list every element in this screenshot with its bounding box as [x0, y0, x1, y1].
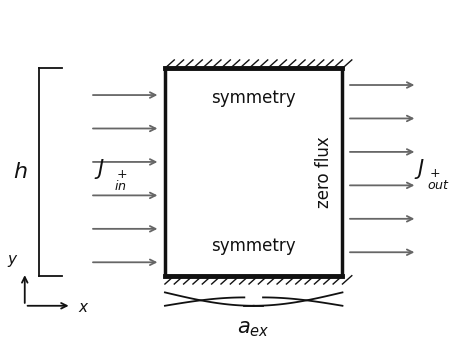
- Text: $^+_{out}$: $^+_{out}$: [427, 168, 450, 193]
- Text: $y$: $y$: [7, 253, 19, 269]
- Text: $h$: $h$: [13, 162, 27, 182]
- Bar: [165, 276, 343, 284]
- Text: $J$: $J$: [414, 157, 425, 181]
- Text: $^+_{in}$: $^+_{in}$: [114, 168, 127, 193]
- Text: symmetry: symmetry: [212, 237, 296, 254]
- Text: $x$: $x$: [78, 300, 90, 315]
- Text: symmetry: symmetry: [212, 89, 296, 107]
- Text: zero flux: zero flux: [315, 136, 333, 208]
- FancyBboxPatch shape: [165, 68, 343, 276]
- Text: $J$: $J$: [94, 157, 105, 181]
- Text: $a_{ex}$: $a_{ex}$: [237, 319, 270, 339]
- Bar: [165, 60, 343, 68]
